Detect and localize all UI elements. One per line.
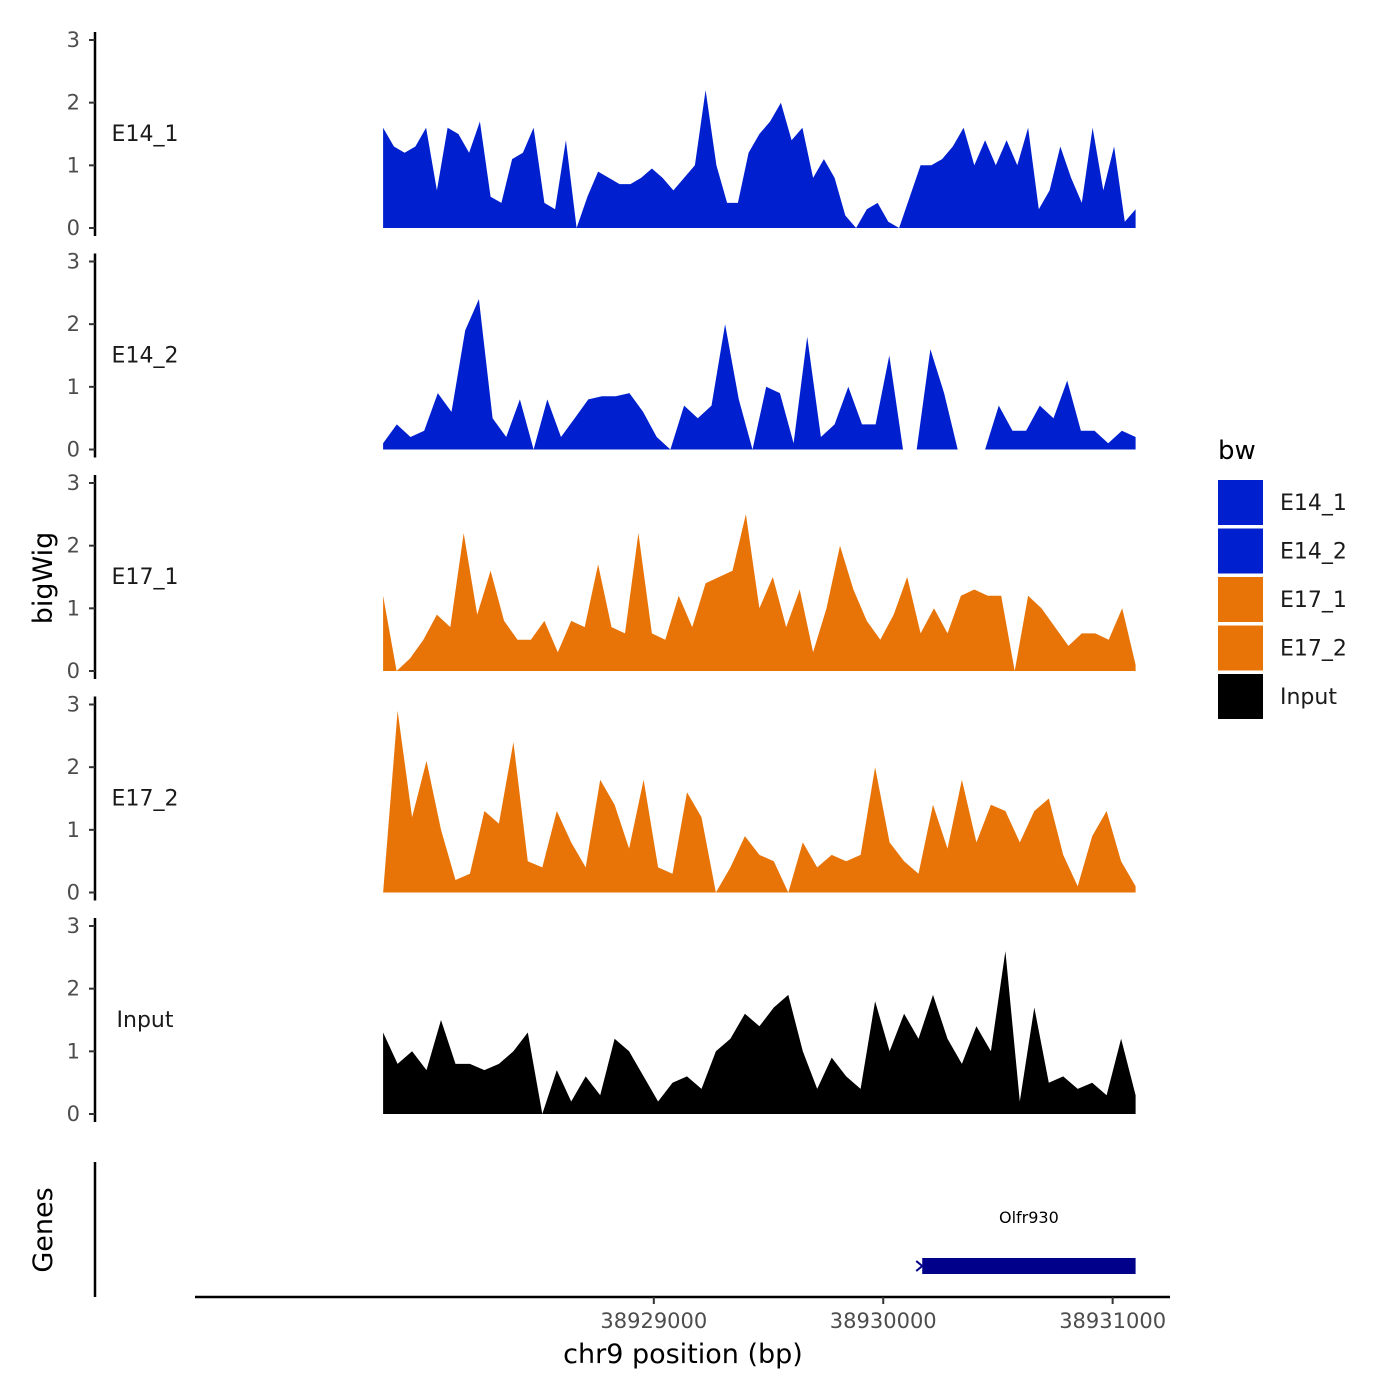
legend-key-E14_1 [1218, 480, 1263, 525]
y-tick-label: 1 [67, 153, 80, 177]
y-tick-label: 2 [67, 977, 80, 1001]
y-tick-label: 3 [67, 471, 80, 495]
y-tick-label: 1 [67, 818, 80, 842]
x-tick-label: 38929000 [600, 1309, 707, 1333]
y-tick-label: 2 [67, 91, 80, 115]
y-tick-label: 3 [67, 250, 80, 274]
track-E17_2: 0 1 2 3 E17_2 [67, 693, 1136, 905]
legend-label: E17_2 [1280, 637, 1347, 662]
y-tick-label: 0 [67, 881, 80, 905]
y-tick-label: 2 [67, 534, 80, 558]
gene-body [922, 1258, 1136, 1274]
y-tick-label: 3 [67, 28, 80, 52]
area-E17_1 [383, 514, 1136, 671]
genes-axis-title: Genes [28, 1187, 59, 1272]
gene-strand-arrow [915, 1260, 924, 1272]
legend-title: bw [1218, 436, 1256, 466]
legend-key-E17_2 [1218, 625, 1263, 671]
x-axis: 38929000 38930000 38931000 [195, 1295, 1170, 1333]
area-E17_2 [383, 710, 1136, 893]
gene-label: Olfr930 [999, 1208, 1059, 1227]
legend-label: E14_1 [1280, 491, 1347, 516]
track-E17_1: 0 1 2 3 E17_1 [67, 471, 1136, 683]
y-tick-label: 1 [67, 1039, 80, 1063]
track-label: Input [117, 1008, 174, 1033]
x-tick-label: 38931000 [1059, 1309, 1166, 1333]
legend-label: E17_1 [1280, 588, 1347, 613]
area-Input [383, 951, 1136, 1114]
y-axis-title: bigWig [28, 532, 59, 625]
legend-label: Input [1280, 685, 1337, 710]
y-tick-label: 0 [67, 1102, 80, 1126]
x-tick-label: 38930000 [830, 1309, 937, 1333]
y-tick-label: 0 [67, 659, 80, 683]
track-label: E17_1 [112, 565, 179, 590]
legend: E14_1 E14_2 E17_1 E17_2 Input [1218, 480, 1347, 719]
y-tick-label: 0 [67, 438, 80, 462]
y-tick-label: 3 [67, 914, 80, 938]
y-tick-label: 1 [67, 596, 80, 620]
legend-key-Input [1218, 674, 1263, 719]
track-E14_1: 0 1 2 3 E14_1 [67, 28, 1136, 240]
area-E14_2 [383, 299, 1136, 450]
legend-key-E14_2 [1218, 528, 1263, 574]
track-label: E17_2 [112, 787, 179, 812]
y-tick-label: 1 [67, 375, 80, 399]
track-panels: 0 1 2 3 E14_1 0 1 2 3 E14_2 0 1 2 3 E17_1 0 1 2 3 E17_2 0 1 2 3… [67, 28, 1136, 1126]
area-E14_1 [383, 90, 1136, 228]
legend-key-E17_1 [1218, 577, 1263, 622]
track-label: E14_2 [112, 344, 179, 369]
y-tick-label: 0 [67, 216, 80, 240]
y-tick-label: 3 [67, 693, 80, 717]
x-axis-title: chr9 position (bp) [563, 1339, 803, 1370]
y-tick-label: 2 [67, 755, 80, 779]
track-Input: 0 1 2 3 Input [67, 914, 1136, 1126]
track-E14_2: 0 1 2 3 E14_2 [67, 250, 1136, 462]
y-tick-label: 2 [67, 312, 80, 336]
track-label: E14_1 [112, 122, 179, 147]
genes-panel: Olfr930 [93, 1162, 1136, 1297]
legend-label: E14_2 [1280, 540, 1347, 565]
